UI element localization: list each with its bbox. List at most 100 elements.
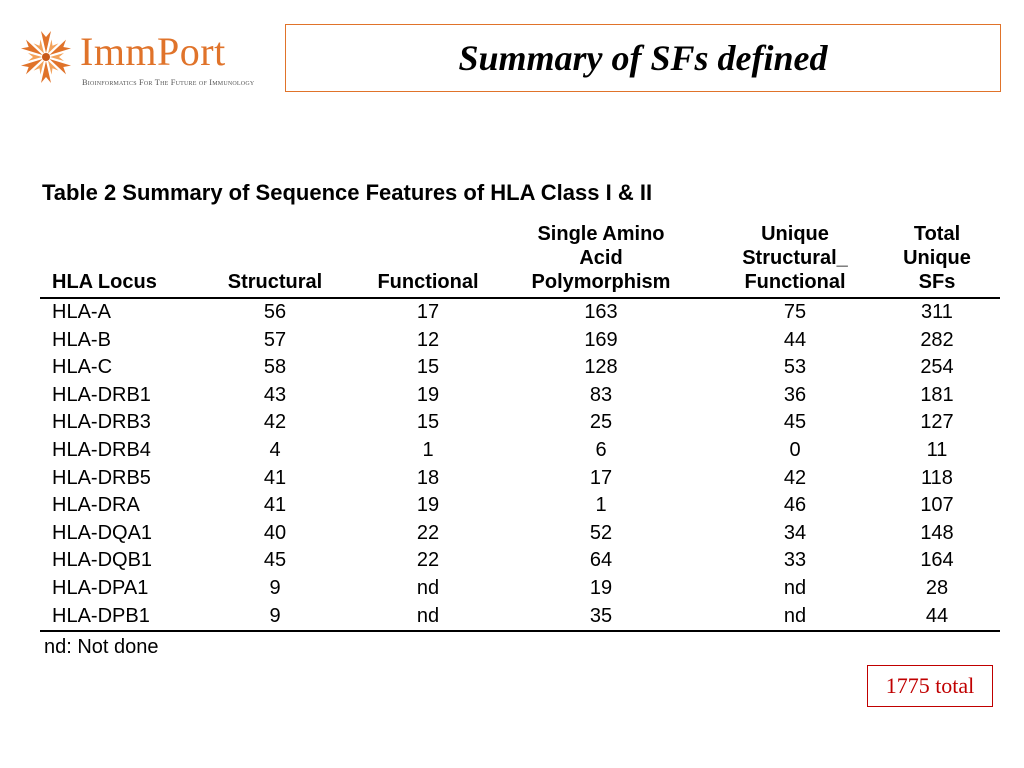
value-cell: 75: [783, 301, 807, 323]
value-cell: 41: [263, 466, 287, 489]
value-cell: 28: [925, 576, 949, 599]
value-cell: 19: [589, 576, 613, 599]
locus-cell: HLA-DQB1: [52, 549, 153, 572]
value-cell: 43: [263, 383, 287, 406]
locus-cell: HLA-DRB1: [52, 383, 151, 406]
locus-cell: HLA-B: [52, 328, 111, 351]
table-row: HLA-DRB1 43 19 83 36 181: [40, 382, 1000, 410]
value-cell: 19: [416, 383, 440, 406]
header-cell: Total Unique SFs: [874, 222, 1000, 299]
logo-wordmark: ImmPort: [80, 29, 226, 74]
value-cell: 46: [783, 494, 807, 517]
value-cell: 1: [595, 494, 607, 517]
locus-cell: HLA-A: [52, 301, 111, 323]
value-cell: 35: [486, 602, 716, 633]
header-cell: HLA Locus: [40, 222, 180, 299]
table-row: HLA-DRA 41 19 1 46 107: [40, 492, 1000, 520]
table-body: HLA-A 56 17 163 75 311 HLA-B 57 12 169 44 282 HLA-C 5…: [40, 298, 1000, 633]
value-cell: 164: [920, 549, 954, 572]
value-cell: 0: [789, 438, 801, 461]
header-line: Structural: [227, 271, 323, 293]
header-cell: Structural: [180, 222, 370, 299]
header-line: Polymorphism: [531, 271, 671, 293]
locus-cell: HLA-DPA1: [52, 576, 149, 599]
table-row: HLA-DPA1 9 nd 19 nd 28: [40, 575, 1000, 603]
table-row: HLA-DQB1 45 22 64 33 164: [40, 547, 1000, 575]
value-cell: 58: [263, 356, 287, 379]
value-cell: 57: [263, 328, 287, 351]
value-cell: 254: [920, 356, 954, 379]
value-cell: 42: [263, 411, 287, 434]
value-cell: 19: [416, 494, 440, 517]
value-cell: 45: [263, 549, 287, 572]
value-cell: 22: [416, 521, 440, 544]
table-row: HLA-B 57 12 169 44 282: [40, 327, 1000, 355]
value-cell: 163: [584, 301, 618, 323]
header-cell: Functional: [370, 222, 486, 299]
value-cell: 56: [263, 301, 287, 323]
value-cell: 1: [422, 438, 434, 461]
immport-logo: ImmPort Bioinformatics For The Future of…: [16, 24, 278, 94]
value-cell: 17: [416, 301, 440, 323]
value-cell: 44: [783, 328, 807, 351]
value-cell: nd: [370, 602, 486, 633]
value-cell: 83: [589, 383, 613, 406]
locus-cell: HLA-C: [52, 356, 113, 379]
header-cell: Unique Structural_ Functional: [716, 222, 874, 299]
locus-cell: HLA-DPB1: [40, 602, 180, 633]
table-footnote: nd: Not done: [44, 636, 159, 658]
locus-cell: HLA-DRB4: [52, 438, 151, 461]
header-line: Unique: [903, 247, 971, 269]
value-cell: 148: [920, 521, 954, 544]
value-cell: 15: [416, 411, 440, 434]
header-line: Functional: [377, 271, 479, 293]
table-row: HLA-DQA1 40 22 52 34 148: [40, 520, 1000, 548]
locus-cell: HLA-DRB3: [52, 411, 151, 434]
header-line: SFs: [918, 271, 956, 293]
header-line: Structural_: [742, 247, 848, 269]
header-line: Single Amino: [537, 223, 665, 245]
logo-tagline: Bioinformatics For The Future of Immunol…: [82, 78, 255, 87]
value-cell: 169: [584, 328, 618, 351]
value-cell: 181: [920, 383, 954, 406]
value-cell: 41: [263, 494, 287, 517]
value-cell: 53: [783, 356, 807, 379]
value-cell: 42: [783, 466, 807, 489]
slide-title-box: Summary of SFs defined: [285, 24, 1001, 92]
value-cell: 311: [921, 301, 953, 323]
value-cell: 17: [589, 466, 613, 489]
table-row: HLA-DRB4 4 1 6 0 11: [40, 437, 1000, 465]
value-cell: 12: [416, 328, 440, 351]
value-cell: nd: [783, 576, 807, 599]
header-line: HLA Locus: [52, 271, 157, 293]
value-cell: 282: [920, 328, 954, 351]
value-cell: 45: [783, 411, 807, 434]
value-cell: 33: [783, 549, 807, 572]
value-cell: 52: [589, 521, 613, 544]
value-cell: 4: [269, 438, 281, 461]
table-row: HLA-C 58 15 128 53 254: [40, 354, 1000, 382]
value-cell: 128: [584, 356, 618, 379]
value-cell: 118: [921, 466, 953, 489]
value-cell: 22: [416, 549, 440, 572]
value-cell: 6: [595, 438, 607, 461]
value-cell: 11: [926, 438, 948, 461]
value-cell: 34: [783, 521, 807, 544]
value-cell: 64: [589, 549, 613, 572]
value-cell: 9: [269, 576, 281, 599]
immport-star-icon: [20, 31, 72, 83]
header-line: Acid: [579, 247, 623, 269]
header-line: Functional: [744, 271, 846, 293]
value-cell: 36: [783, 383, 807, 406]
table-row: HLA-A 56 17 163 75 311: [40, 298, 1000, 327]
header-cell: Single Amino Acid Polymorphism: [486, 222, 716, 299]
value-cell: 44: [874, 602, 1000, 633]
table-caption: Table 2 Summary of Sequence Features of …: [42, 180, 653, 205]
value-cell: 40: [263, 521, 287, 544]
value-cell: nd: [416, 576, 440, 599]
header-line: Unique: [761, 223, 829, 245]
value-cell: 127: [920, 411, 954, 434]
value-cell: nd: [716, 602, 874, 633]
slide-title: Summary of SFs defined: [458, 38, 828, 78]
